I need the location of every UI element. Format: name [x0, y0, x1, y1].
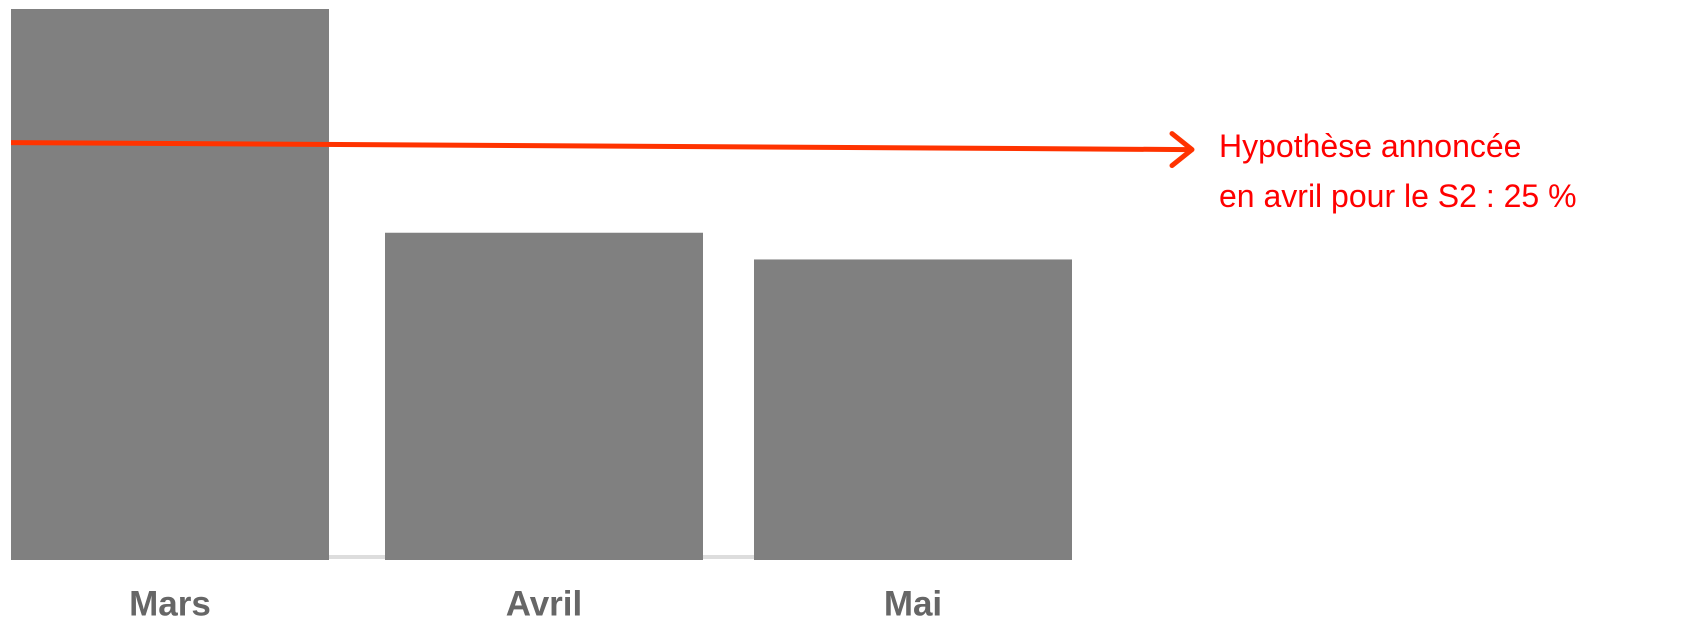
- reference-line: [10, 140, 1189, 153]
- bar: [11, 9, 329, 560]
- x-tick-label: Mai: [884, 584, 942, 622]
- arrow-head: [1169, 131, 1195, 169]
- annotation: Hypothèse annoncée: [1219, 128, 1521, 164]
- annotation: en avril pour le S2 : 25 %: [1219, 178, 1577, 214]
- bar: [754, 259, 1072, 560]
- x-tick-label: Avril: [506, 584, 583, 622]
- x-tick-label: Mars: [129, 584, 211, 622]
- bar: [385, 232, 703, 561]
